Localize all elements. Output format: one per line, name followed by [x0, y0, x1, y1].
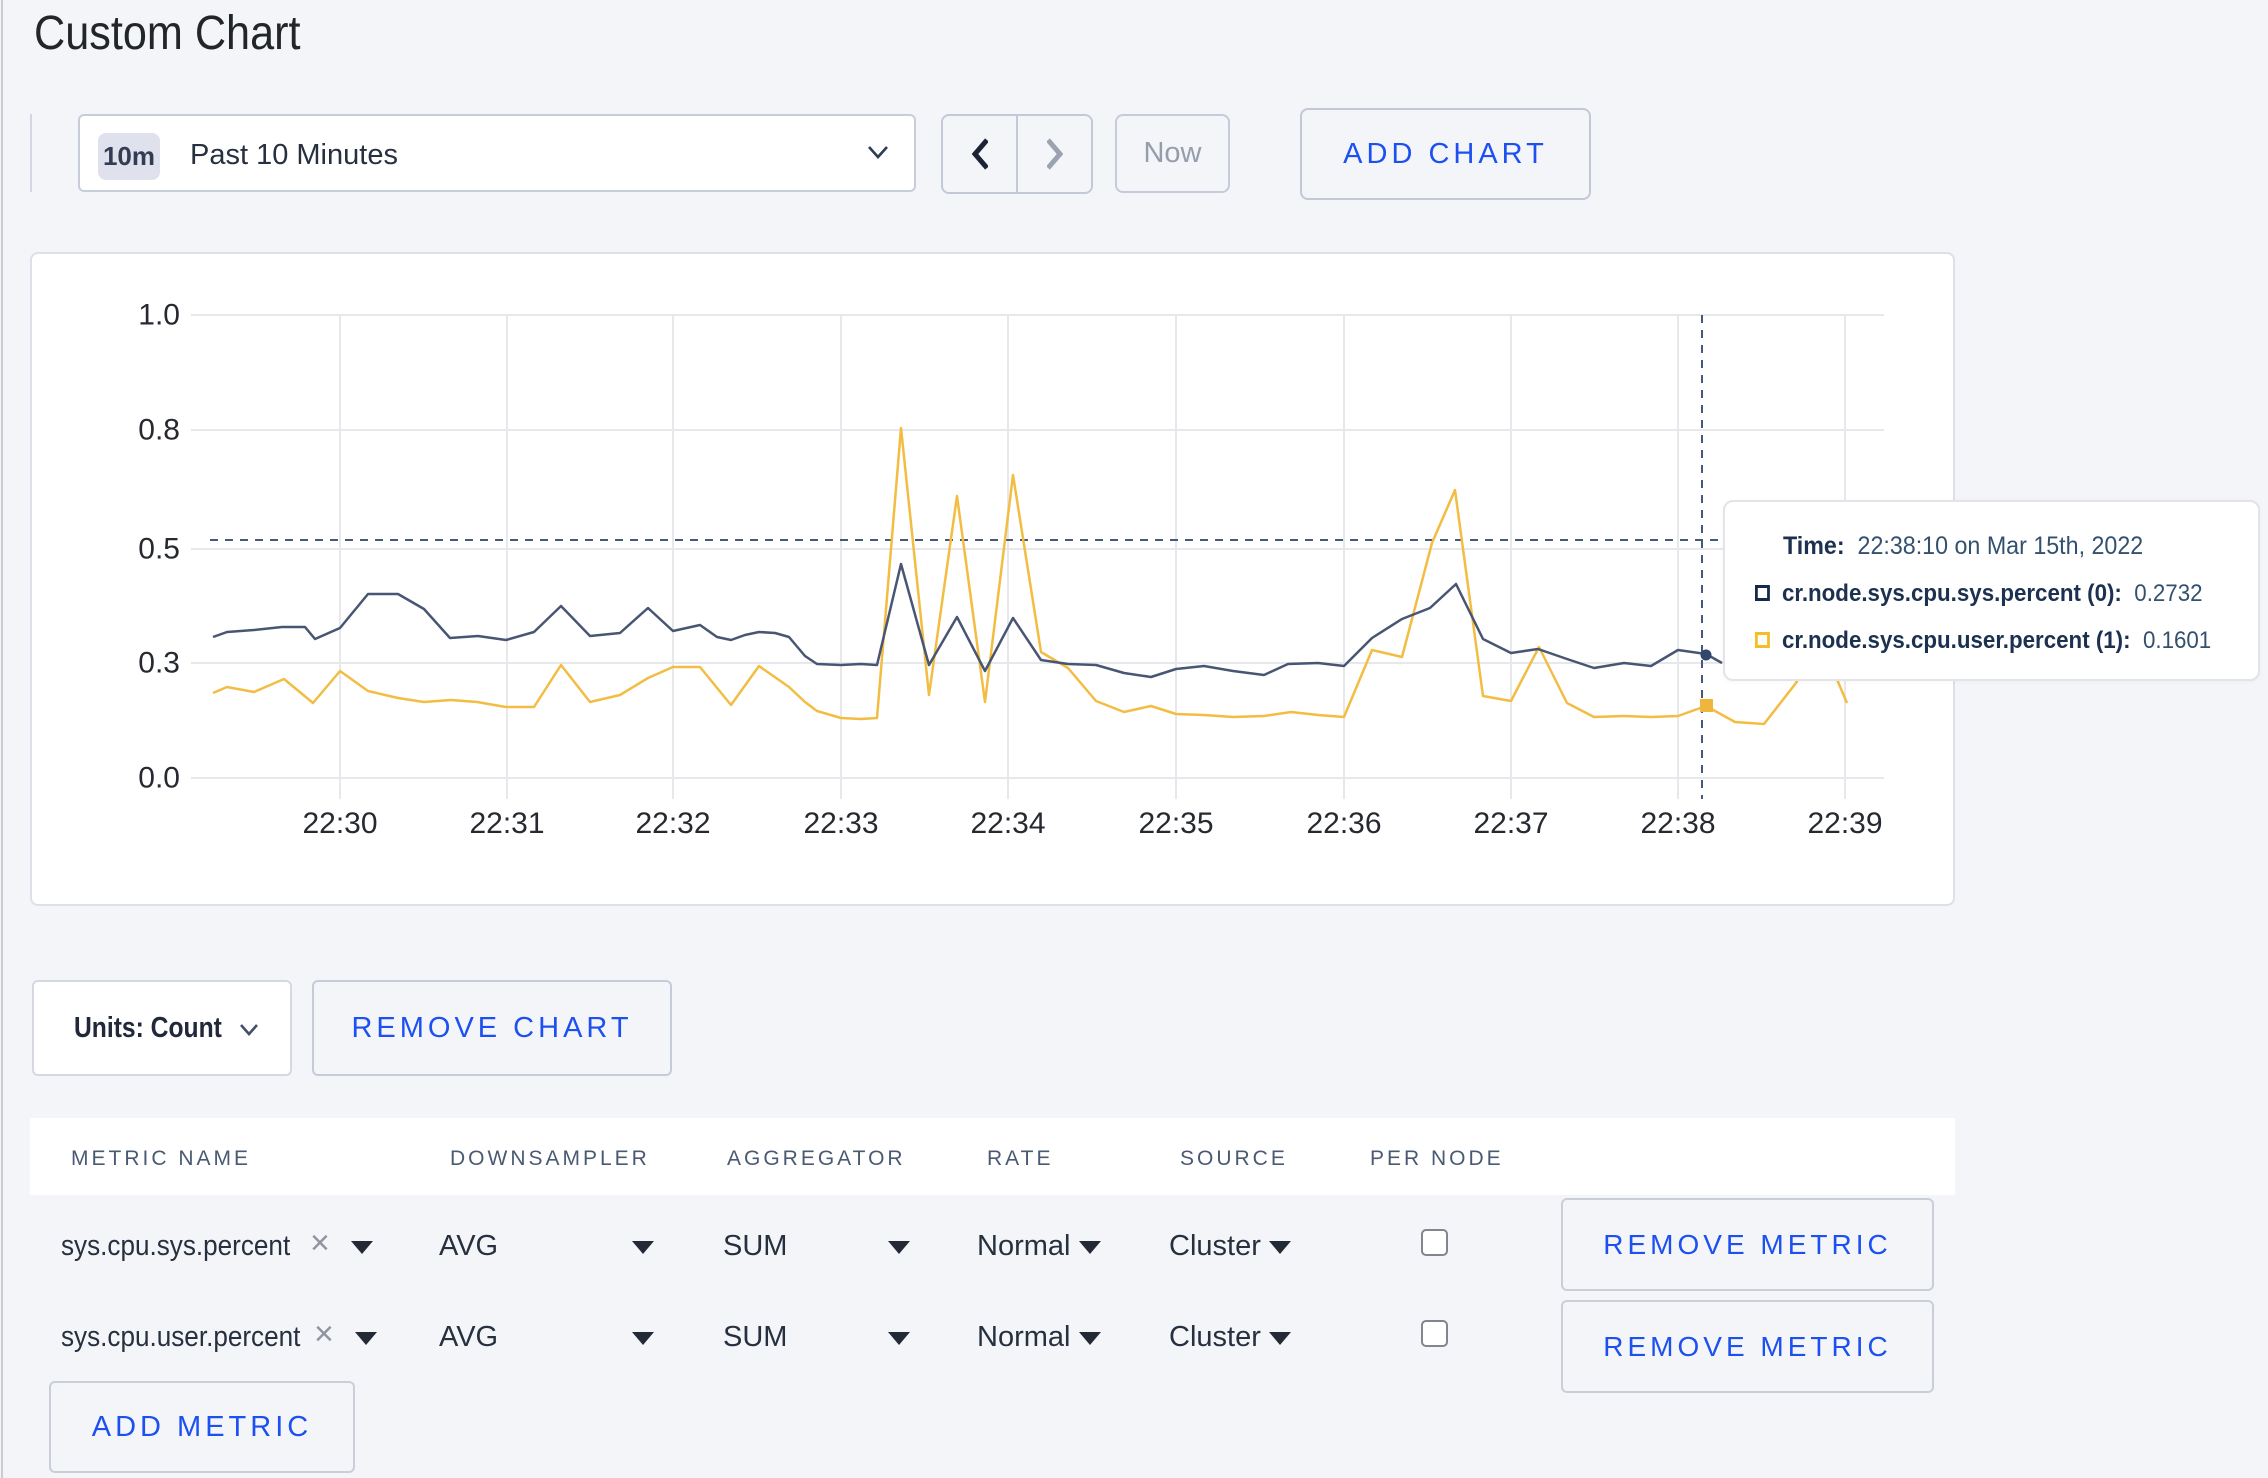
svg-text:22:37: 22:37	[1473, 807, 1548, 840]
svg-text:0.0: 0.0	[138, 762, 180, 795]
svg-text:22:36: 22:36	[1306, 807, 1381, 840]
svg-text:22:34: 22:34	[970, 807, 1045, 840]
svg-text:0.5: 0.5	[138, 533, 180, 566]
svg-text:22:38: 22:38	[1640, 807, 1715, 840]
svg-text:0.3: 0.3	[138, 647, 180, 680]
svg-text:22:35: 22:35	[1138, 807, 1213, 840]
svg-text:22:33: 22:33	[803, 807, 878, 840]
svg-text:22:39: 22:39	[1807, 807, 1882, 840]
svg-text:1.0: 1.0	[138, 299, 180, 332]
svg-text:22:32: 22:32	[635, 807, 710, 840]
svg-text:22:30: 22:30	[302, 807, 377, 840]
svg-text:22:31: 22:31	[469, 807, 544, 840]
svg-text:0.8: 0.8	[138, 414, 180, 447]
